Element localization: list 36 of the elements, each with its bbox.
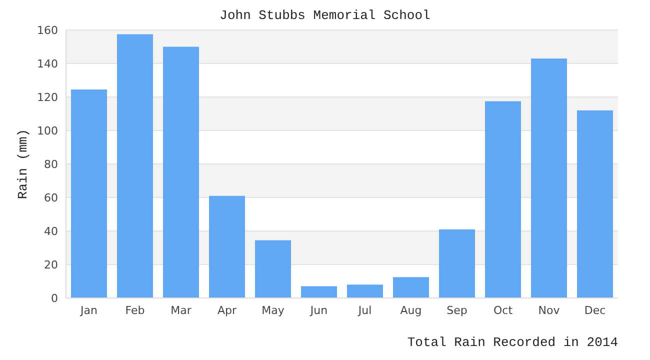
x-tick-label: Nov xyxy=(538,304,560,317)
x-tick-label: Aug xyxy=(400,304,422,317)
x-axis-title: Total Rain Recorded in 2014 xyxy=(407,335,618,350)
x-tick-label: Dec xyxy=(584,304,606,317)
y-axis-title: Rain (mm) xyxy=(16,128,31,200)
y-tick-label: 60 xyxy=(44,191,58,204)
x-tick-label: Jul xyxy=(357,304,372,317)
y-tick-label: 100 xyxy=(37,124,58,138)
bar xyxy=(485,101,521,298)
bar xyxy=(255,240,291,298)
bar xyxy=(301,286,337,298)
bar xyxy=(531,58,567,298)
bar xyxy=(577,110,613,298)
x-tick-label: Feb xyxy=(125,304,145,317)
y-tick-label: 0 xyxy=(51,292,58,305)
bar xyxy=(71,89,107,298)
x-tick-label: Oct xyxy=(493,304,514,317)
bar xyxy=(209,196,245,298)
bar xyxy=(117,34,153,298)
x-tick-label: May xyxy=(262,304,285,317)
bar xyxy=(439,229,475,298)
x-tick-label: Mar xyxy=(170,304,192,317)
x-tick-label: Jun xyxy=(309,304,328,317)
y-tick-label: 40 xyxy=(44,224,58,238)
y-tick-label: 140 xyxy=(37,57,58,70)
chart-title: John Stubbs Memorial School xyxy=(218,8,432,23)
y-tick-label: 120 xyxy=(37,90,58,104)
bar xyxy=(163,46,199,298)
y-tick-label: 80 xyxy=(44,158,58,171)
y-tick-label: 160 xyxy=(37,24,58,37)
x-tick-label: Jan xyxy=(80,304,98,317)
x-tick-label: Sep xyxy=(446,304,468,317)
bar xyxy=(393,277,429,298)
y-tick-label: 20 xyxy=(44,258,58,272)
bar xyxy=(347,284,383,298)
x-tick-label: Apr xyxy=(217,304,237,317)
